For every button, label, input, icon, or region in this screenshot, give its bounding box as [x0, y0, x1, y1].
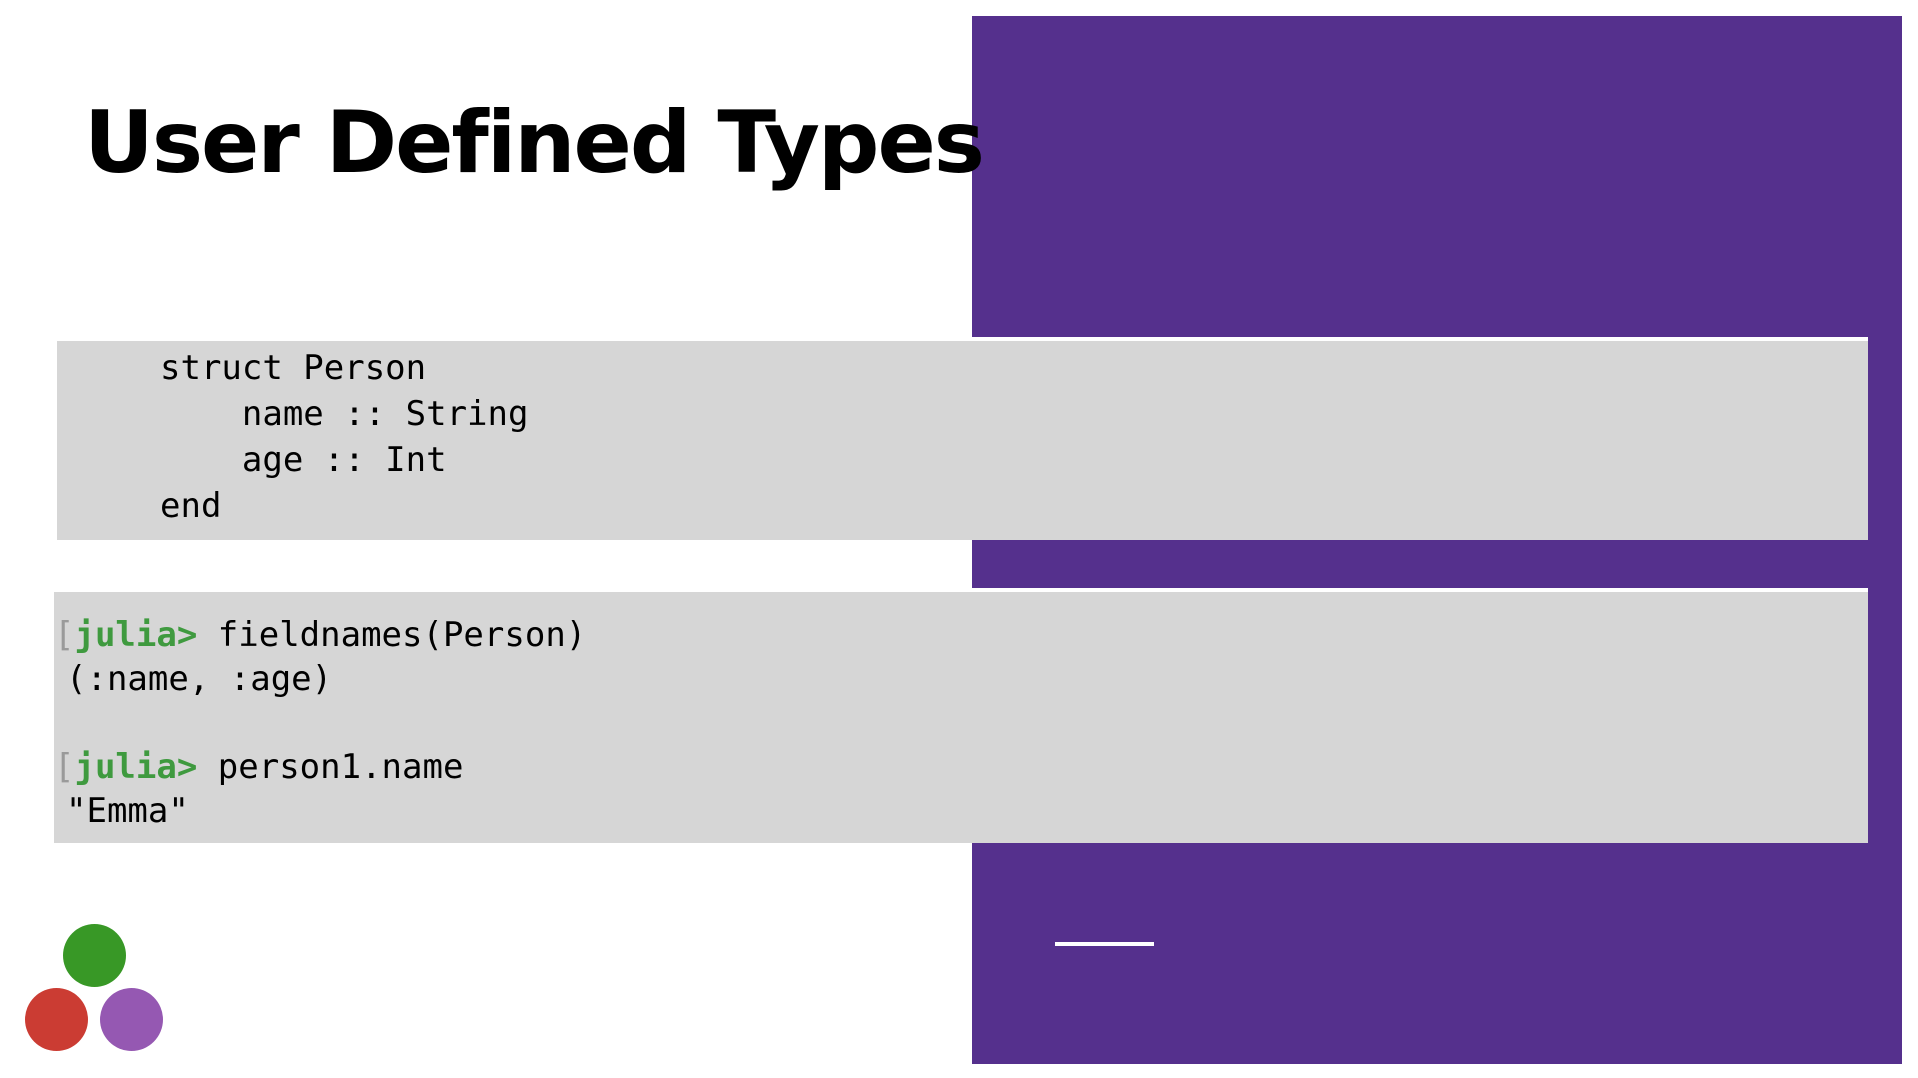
struct-code-block: struct Person name :: String age :: Int … — [57, 337, 1868, 540]
code-line: struct Person — [160, 348, 427, 388]
accent-divider-line — [1055, 942, 1154, 946]
bracket-mark: [ — [54, 747, 75, 787]
repl-code-block: [julia> fieldnames(Person) (:name, :age)… — [54, 588, 1868, 843]
purple-side-panel — [972, 16, 1902, 1064]
logo-red-dot — [25, 988, 88, 1051]
logo-purple-dot — [100, 988, 163, 1051]
repl-output: (:name, :age) — [66, 659, 333, 699]
slide-title: User Defined Types — [84, 93, 985, 193]
repl-command: fieldnames(Person) — [217, 615, 587, 655]
code-line: end — [160, 486, 222, 526]
bracket-mark: [ — [54, 615, 75, 655]
logo-green-dot — [63, 924, 126, 987]
julia-prompt: julia> — [74, 615, 198, 655]
code-line: age :: Int — [160, 440, 447, 480]
repl-input-line: [julia> fieldnames(Person) — [54, 612, 586, 658]
repl-output: "Emma" — [66, 791, 189, 831]
repl-input-line: [julia> person1.name — [54, 744, 463, 790]
julia-prompt: julia> — [74, 747, 198, 787]
code-line: name :: String — [160, 394, 529, 434]
repl-command: person1.name — [217, 747, 464, 787]
